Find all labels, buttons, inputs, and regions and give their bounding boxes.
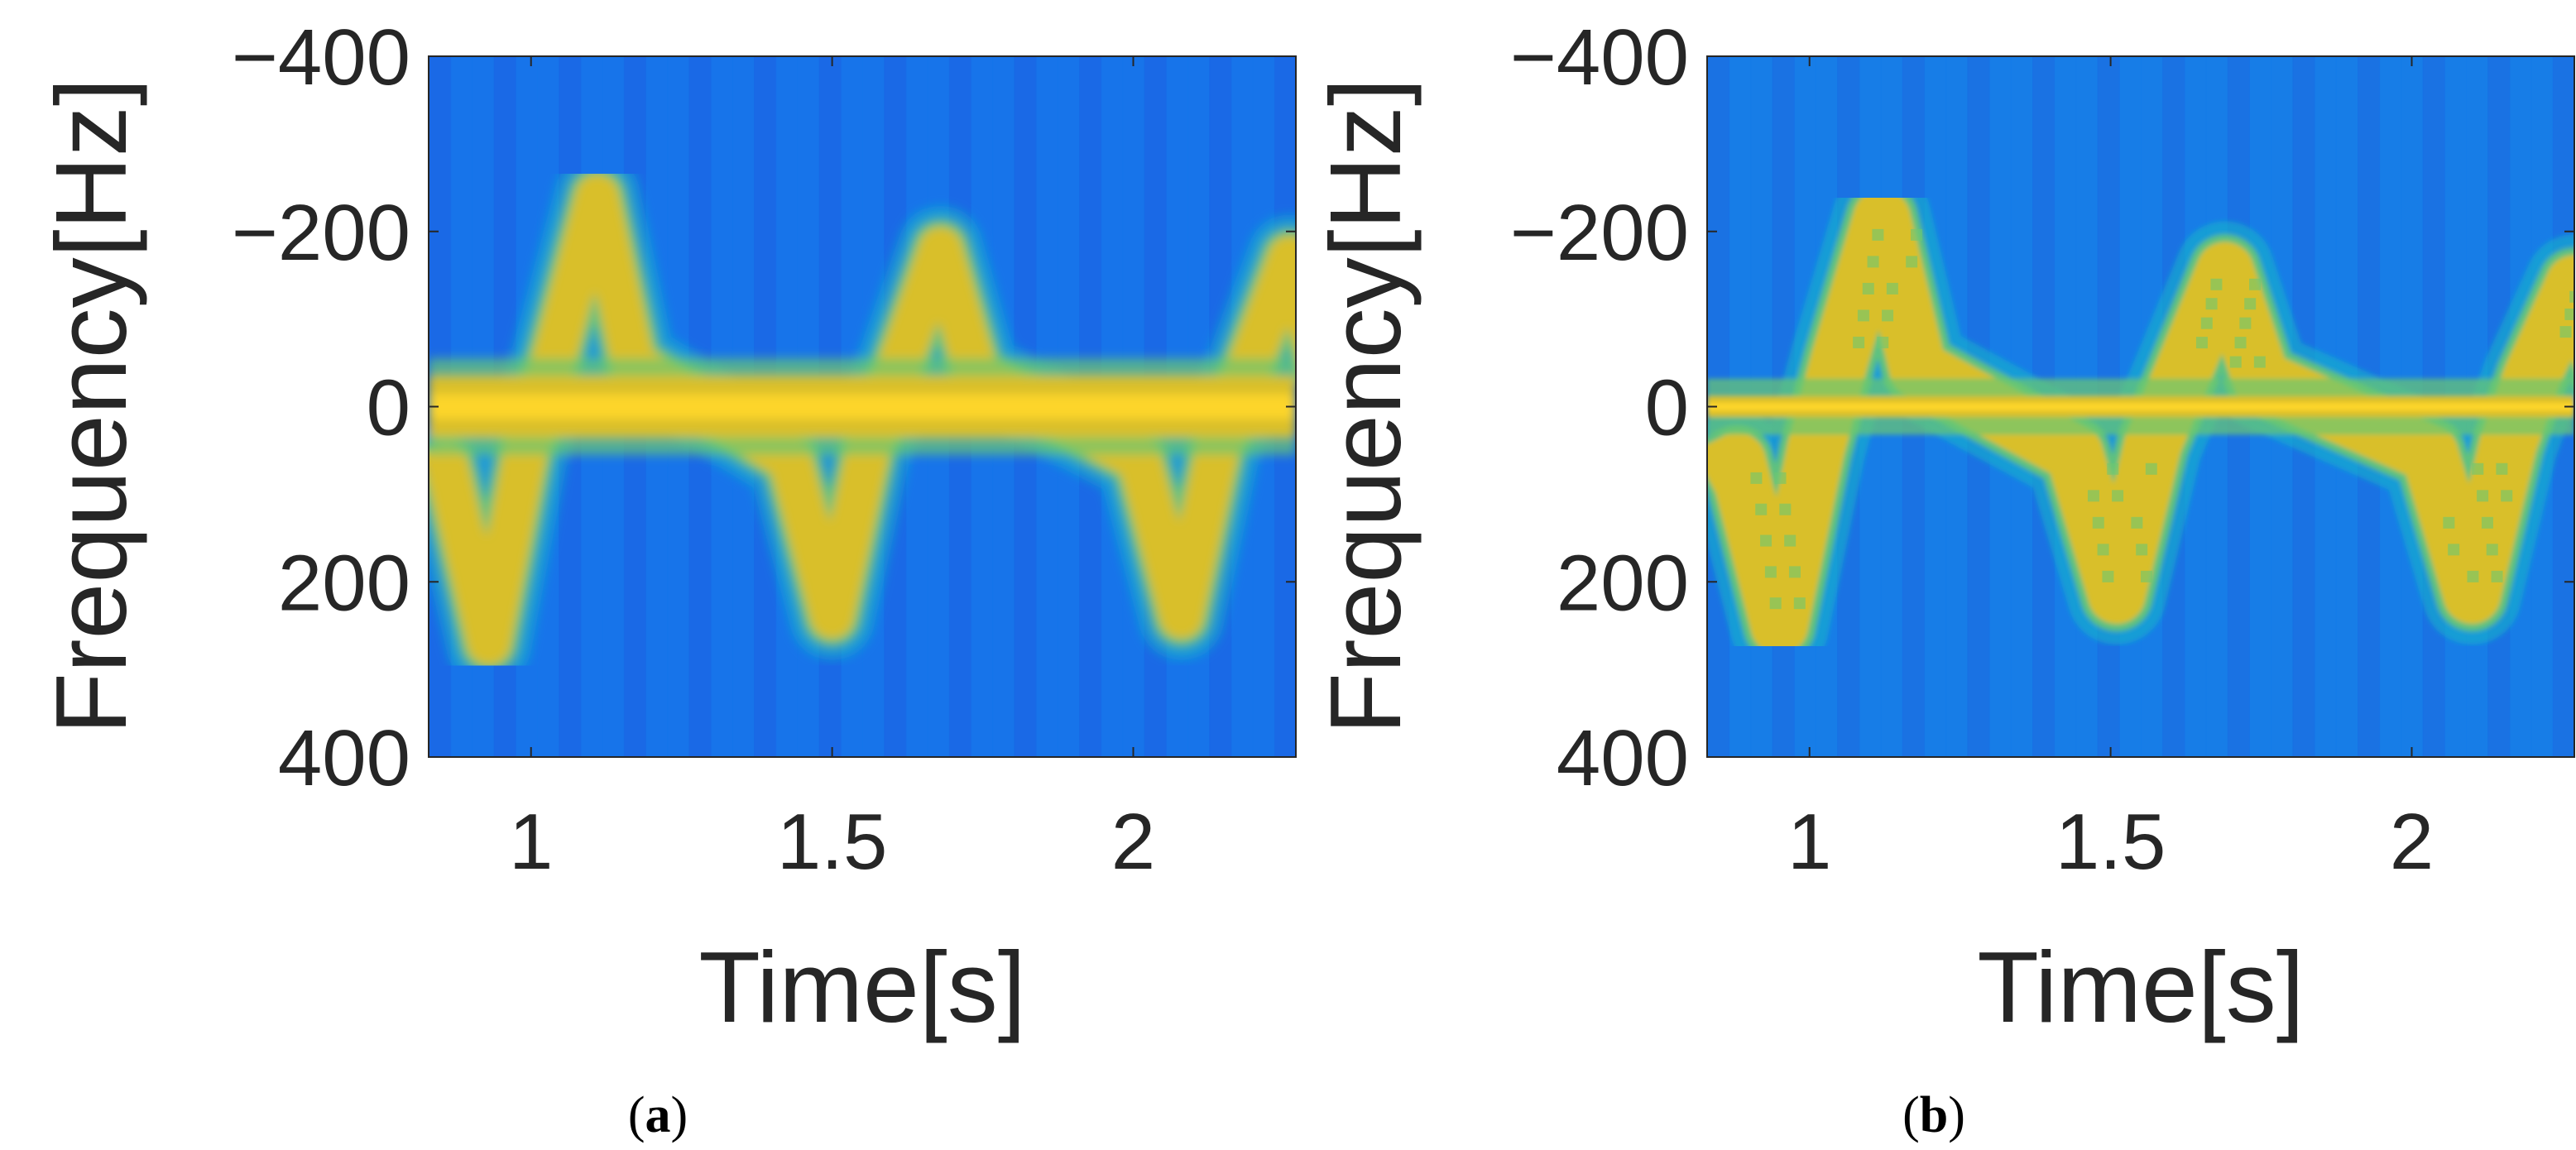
spectrogram-speck bbox=[2491, 570, 2503, 582]
panel-label-b: (b) bbox=[1902, 1087, 1965, 1143]
spectrogram-speck bbox=[2244, 298, 2257, 310]
signature-group bbox=[429, 153, 1296, 687]
spectrogram-speck bbox=[2229, 356, 2242, 368]
x-tick-label: 2 bbox=[2390, 798, 2434, 886]
y-tick-label: 0 bbox=[367, 364, 410, 453]
spectrogram-speck bbox=[2443, 516, 2455, 529]
spectrogram-speck bbox=[1793, 597, 1806, 610]
spectrogram-speck bbox=[2472, 462, 2484, 475]
spectrogram-speck bbox=[2136, 544, 2148, 556]
spectrogram-b bbox=[1707, 56, 2574, 757]
spectrogram-a bbox=[429, 56, 1296, 757]
y-tick-label: 200 bbox=[1557, 539, 1689, 627]
spectrogram-speck bbox=[1877, 336, 1889, 348]
spectrogram-speck bbox=[1750, 472, 1763, 484]
spectrogram-speck bbox=[2234, 337, 2247, 349]
y-axis-label-a: Frequency[Hz] bbox=[35, 78, 147, 734]
y-tick-label: 400 bbox=[1557, 714, 1689, 803]
spectrogram-speck bbox=[2210, 278, 2223, 290]
x-tick-label: 1.5 bbox=[777, 798, 887, 886]
spectrogram-speck bbox=[1853, 336, 1865, 348]
spectrogram-speck bbox=[2131, 516, 2143, 529]
dc-band-core bbox=[429, 394, 1296, 419]
x-tick-label: 1.5 bbox=[2056, 798, 2166, 886]
spectrogram-speck bbox=[2145, 462, 2157, 475]
spectrogram-speck bbox=[2481, 516, 2493, 529]
y-tick-label: −400 bbox=[1510, 13, 1689, 102]
axes-b: 1 1.5 2 −400 −200 0 200 400 bbox=[1510, 13, 2575, 886]
heatmap-marks-b bbox=[1707, 56, 2574, 757]
spectrogram-speck bbox=[2102, 570, 2114, 582]
spectrogram-speck bbox=[2097, 544, 2109, 556]
spectrogram-speck bbox=[2467, 570, 2479, 582]
y-tick-label: −200 bbox=[1510, 189, 1689, 277]
x-tick-label: 2 bbox=[1111, 798, 1155, 886]
spectrogram-speck bbox=[1764, 566, 1777, 578]
spectrogram-speck bbox=[2486, 544, 2498, 556]
spectrogram-speck bbox=[1760, 534, 1772, 547]
spectrogram-speck bbox=[2205, 298, 2218, 310]
spectrogram-speck bbox=[2239, 317, 2252, 329]
x-axis-label-b: Time[s] bbox=[1977, 931, 2304, 1043]
spectrogram-speck bbox=[2559, 326, 2572, 338]
y-axis-label-b: Frequency[Hz] bbox=[1309, 78, 1422, 734]
spectrogram-speck bbox=[1906, 256, 1918, 268]
spectrogram-speck bbox=[2107, 462, 2119, 475]
spectrogram-speck bbox=[1774, 472, 1787, 484]
spectrogram-speck bbox=[1784, 534, 1796, 547]
y-tick-label: 0 bbox=[1645, 364, 1689, 453]
x-tick-label: 1 bbox=[509, 798, 553, 886]
spectrogram-speck bbox=[2569, 290, 2574, 303]
panel-a: 1 1.5 2 −400 −200 0 200 400 Time[s] Frequency[H… bbox=[35, 13, 1297, 1143]
spectrogram-speck bbox=[2141, 570, 2152, 582]
panel-label-a: (a) bbox=[628, 1087, 688, 1143]
spectrogram-speck bbox=[1886, 282, 1898, 295]
y-tick-label: 200 bbox=[278, 539, 410, 627]
spectrogram-speck bbox=[2195, 337, 2208, 349]
spectrogram-speck bbox=[1910, 228, 1922, 241]
signature-group bbox=[1707, 168, 2574, 676]
spectrogram-speck bbox=[2087, 490, 2099, 502]
spectrogram-speck bbox=[2448, 544, 2460, 556]
dc-band-core bbox=[1707, 402, 2574, 411]
spectrogram-speck bbox=[2249, 278, 2261, 290]
spectrogram-speck bbox=[2501, 490, 2513, 502]
spectrogram-speck bbox=[2200, 317, 2213, 329]
x-axis-label-a: Time[s] bbox=[698, 931, 1025, 1043]
spectrogram-speck bbox=[2253, 356, 2266, 368]
spectrogram-speck bbox=[2496, 462, 2508, 475]
panel-letter-a: a bbox=[645, 1087, 671, 1143]
spectrogram-speck bbox=[1872, 228, 1884, 241]
spectrogram-speck bbox=[2092, 516, 2104, 529]
spectrogram-speck bbox=[2564, 308, 2574, 320]
spectrogram-speck bbox=[1788, 566, 1801, 578]
spectrogram-speck bbox=[1867, 256, 1879, 268]
y-tick-label: 400 bbox=[278, 714, 410, 803]
spectrogram-speck bbox=[1779, 503, 1792, 515]
heatmap-marks-a bbox=[429, 56, 1296, 757]
signature-core bbox=[1707, 189, 2574, 655]
y-tick-label: −200 bbox=[232, 189, 410, 277]
axes-a: 1 1.5 2 −400 −200 0 200 400 bbox=[232, 13, 1297, 886]
spectrogram-speck bbox=[1882, 309, 1894, 322]
spectrogram-speck bbox=[1857, 309, 1869, 322]
panel-b: 1 1.5 2 −400 −200 0 200 400 Time[s] Frequency[H… bbox=[1309, 13, 2575, 1143]
spectrogram-speck bbox=[2112, 490, 2124, 502]
x-tick-label: 1 bbox=[1787, 798, 1831, 886]
spectrogram-speck bbox=[1755, 503, 1768, 515]
spectrogram-speck bbox=[1769, 597, 1782, 610]
spectrogram-speck bbox=[1862, 282, 1874, 295]
y-tick-label: −400 bbox=[232, 13, 410, 102]
spectrogram-speck bbox=[2477, 490, 2489, 502]
panel-letter-b: b bbox=[1920, 1087, 1948, 1143]
